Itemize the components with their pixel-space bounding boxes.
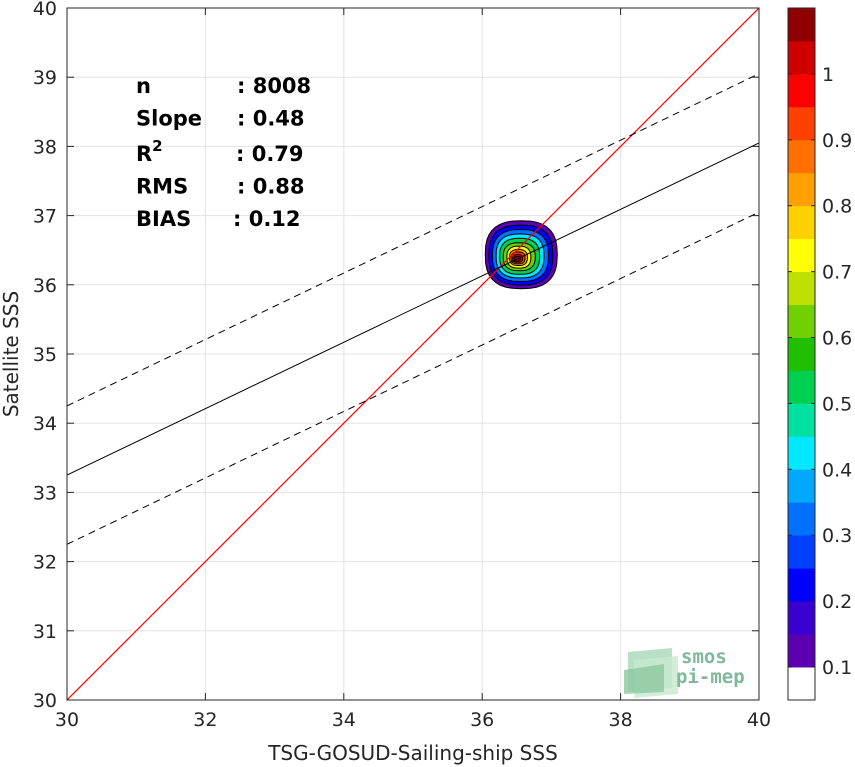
colorbar-tick-label: 1 [822,64,834,86]
stat-label: n [136,74,151,98]
colorbar-frame [787,7,816,701]
colorbar-segment [788,601,815,635]
colorbar-segment [788,106,815,141]
colorbar-tick-label: 0.3 [822,525,852,547]
fit-line [67,142,759,476]
stat-value: : 0.12 [233,207,301,231]
stat-value: : 0.88 [237,175,305,199]
y-tick-label: 37 [33,206,57,228]
y-tick-label: 32 [33,552,57,574]
fit-band-upper [67,73,759,407]
colorbar-segment [788,337,815,371]
y-tick-label: 39 [33,67,57,89]
colorbar-segment [788,139,815,174]
colorbar-segment [788,73,815,108]
x-tick-label: 40 [747,709,771,731]
x-tick-label: 32 [193,709,217,731]
colorbar-tick-label: 0.7 [822,262,852,284]
colorbar-segment [788,436,815,470]
grid [66,7,760,701]
logo-text-smos: smos [681,646,727,668]
colorbar-tick-label: 0.5 [822,393,852,415]
colorbar-segment [788,568,815,602]
colorbar-segment [788,667,815,701]
colorbar-segment [788,469,815,503]
y-axis-ticks: 30 31 32 33 34 35 36 37 38 39 40 [33,0,759,712]
logo-text-pimep: pi-mep [676,666,745,688]
x-axis-label: TSG-GOSUD-Sailing-ship SSS [267,741,558,765]
stat-value: : 0.79 [236,142,304,166]
identity-line [67,8,759,700]
colorbar-segment [788,634,815,668]
y-tick-label: 31 [33,621,57,643]
colorbar-segment [788,172,815,207]
x-tick-label: 34 [332,709,356,731]
x-axis-ticks: 30 32 34 36 38 40 [55,8,771,731]
colorbar-segment [788,502,815,536]
colorbar-tick-label: 0.9 [822,130,852,152]
y-tick-label: 35 [33,344,57,366]
y-tick-label: 33 [33,482,57,504]
stat-value: : 0.48 [237,107,305,131]
colorbar-segment [788,535,815,569]
y-tick-label: 30 [33,690,57,712]
colorbar-tick-label: 0.2 [822,591,852,613]
colorbar-segment [788,40,815,75]
stat-value: : 8008 [237,74,311,98]
colorbar-segment [788,403,815,437]
regression-lines [67,8,759,700]
x-tick-label: 38 [609,709,633,731]
colorbar-segment [788,370,815,404]
colorbar-tick-label: 0.8 [822,196,852,218]
colorbar-segment [788,205,815,240]
y-axis-label: Satellite SSS [0,291,23,417]
colorbar: 0.1 0.2 0.3 0.4 0.5 0.6 0.7 0.8 0.9 1 [787,7,852,701]
colorbar-segment [788,238,815,273]
y-tick-label: 34 [33,413,57,435]
stat-label-superscript: 2 [152,137,162,155]
x-tick-label: 30 [55,709,79,731]
colorbar-tick-label: 0.4 [822,459,852,481]
density-contours [484,220,558,290]
stat-label: BIAS [136,207,191,231]
colorbar-tick-label: 0.1 [822,657,852,679]
stat-label: Slope [136,107,202,131]
fit-band-lower [67,211,759,545]
colorbar-tick-label: 0.6 [822,328,852,350]
stat-label: RMS [136,175,188,199]
logo-wave [624,664,664,694]
x-tick-label: 36 [470,709,494,731]
colorbar-segment [788,8,815,42]
colorbar-segment [788,271,815,305]
colorbar-segment [788,304,815,338]
y-tick-label: 36 [33,275,57,297]
y-tick-label: 38 [33,136,57,158]
y-tick-label: 40 [33,0,57,20]
